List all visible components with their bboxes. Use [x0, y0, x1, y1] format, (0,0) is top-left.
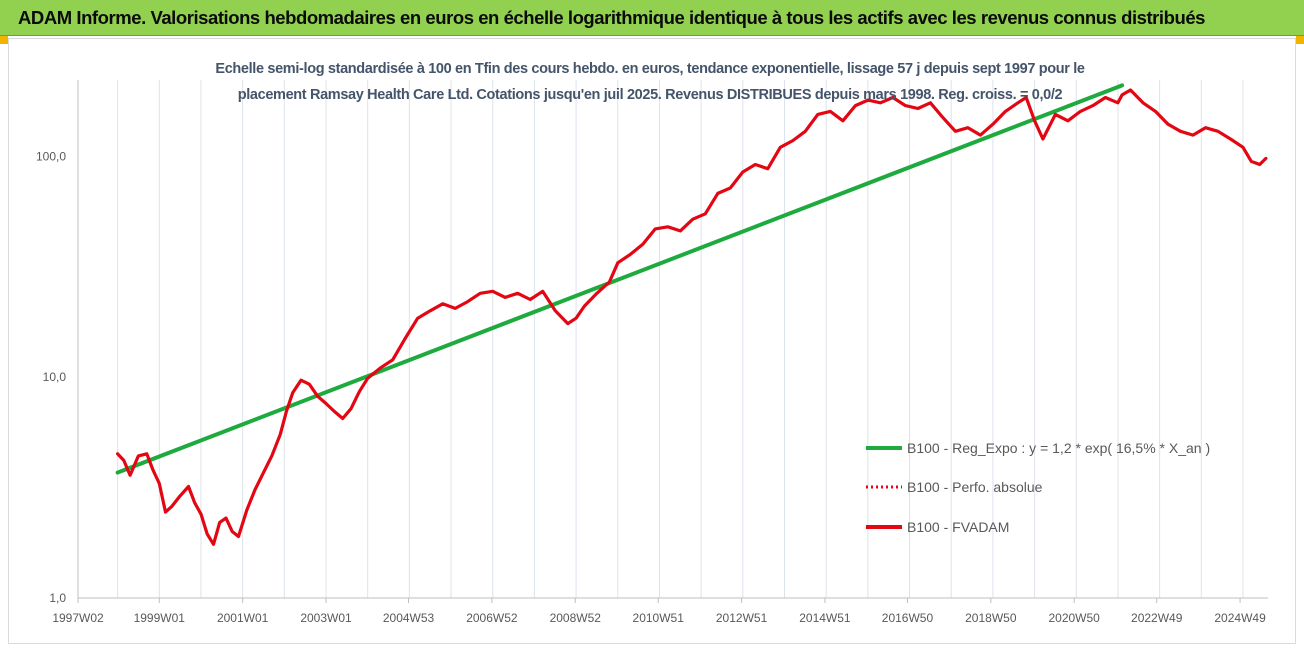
- chart-legend: B100 - Reg_Expo : y = 1,2 * exp( 16,5% *…: [866, 440, 1210, 535]
- x-axis-ticks: 1997W02 1999W01 2001W01 2003W01 2004W53 2006W…: [52, 598, 1266, 625]
- x-tick-label: 1997W02: [52, 611, 104, 625]
- chart-area: [8, 38, 1296, 644]
- x-tick-label: 2012W51: [716, 611, 768, 625]
- x-tick-label: 2010W51: [633, 611, 685, 625]
- corner-marker-left: [0, 36, 8, 44]
- x-tick-label: 2001W01: [217, 611, 269, 625]
- x-tick-label: 2022W49: [1131, 611, 1183, 625]
- x-tick-label: 2003W01: [300, 611, 352, 625]
- x-tick-label: 1999W01: [134, 611, 186, 625]
- y-tick-label: 100,0: [36, 149, 66, 163]
- series-lines: [115, 83, 1268, 546]
- legend-item-regression-label: B100 - Reg_Expo : y = 1,2 * exp( 16,5% *…: [907, 440, 1210, 456]
- x-tick-label: 2020W50: [1048, 611, 1100, 625]
- y-axis-ticks: 1,0 10,0 100,0: [36, 149, 66, 605]
- corner-marker-right: [1296, 36, 1304, 44]
- x-tick-label: 2014W51: [799, 611, 851, 625]
- page-title: ADAM Informe. Valorisations hebdomadaire…: [18, 6, 1206, 28]
- plot-axes: [77, 80, 1268, 599]
- series-line-regression: [115, 83, 1125, 475]
- legend-item-fvadam-label: B100 - FVADAM: [907, 519, 1009, 535]
- x-tick-label: 2024W49: [1214, 611, 1266, 625]
- x-tick-label: 2006W52: [466, 611, 518, 625]
- series-line-fvadam: [115, 88, 1268, 546]
- subtitle-line-1: Echelle semi-log standardisée à 100 en T…: [215, 61, 1085, 77]
- x-tick-label: 2004W53: [383, 611, 435, 625]
- x-tick-label: 2018W50: [965, 611, 1017, 625]
- x-tick-label: 2008W52: [550, 611, 602, 625]
- gridlines: [117, 80, 1244, 598]
- title-banner: ADAM Informe. Valorisations hebdomadaire…: [0, 0, 1304, 36]
- x-tick-label: 2016W50: [882, 611, 934, 625]
- subtitle-line-2: placement Ramsay Health Care Ltd. Cotati…: [237, 87, 1063, 103]
- y-tick-label: 1,0: [49, 591, 66, 605]
- legend-item-perfo-label: B100 - Perfo. absolue: [907, 479, 1043, 495]
- chart-subtitle: Echelle semi-log standardisée à 100 en T…: [150, 56, 1150, 108]
- y-tick-label: 10,0: [43, 370, 67, 384]
